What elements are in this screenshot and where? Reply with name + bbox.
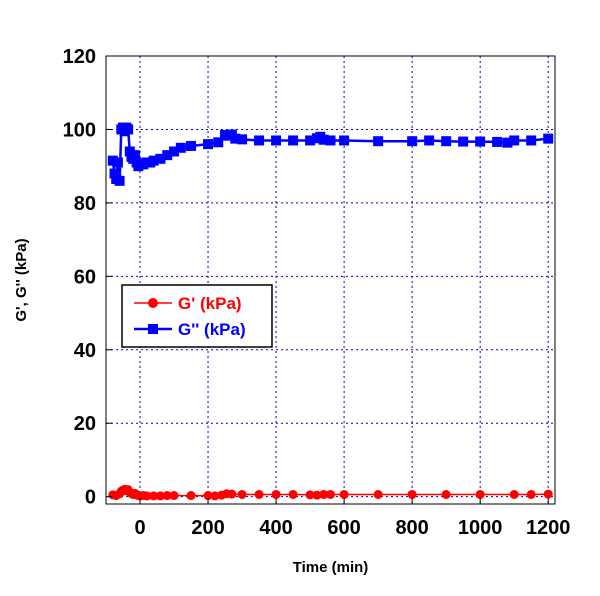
legend-swatch-marker (148, 324, 158, 334)
data-point (210, 491, 220, 501)
data-point (254, 489, 264, 499)
y-axis-title: G', G'' (kPa) (13, 238, 30, 321)
data-point (107, 155, 118, 166)
data-point (288, 489, 298, 499)
data-point (312, 490, 322, 500)
y-tick-labels: 0 20 40 60 80 100 120 (63, 46, 96, 509)
data-point (373, 489, 383, 499)
tick-marks (106, 55, 549, 504)
data-point (441, 136, 452, 147)
data-point (326, 489, 335, 499)
data-point (169, 491, 179, 501)
legend-label: G'' (kPa) (178, 320, 246, 339)
x-tick-label: 0 (134, 517, 145, 539)
data-point (407, 136, 418, 147)
data-point (288, 135, 299, 146)
data-point (123, 124, 134, 135)
legend-item-2: G'' (kPa) (134, 320, 246, 339)
data-point (227, 489, 237, 499)
data-point (254, 135, 265, 146)
data-point (230, 133, 241, 144)
series-2 (107, 122, 554, 186)
data-point (339, 489, 349, 499)
data-point (237, 134, 248, 145)
x-tick-label: 1200 (526, 517, 571, 539)
data-point (203, 139, 214, 150)
data-point (162, 491, 172, 501)
data-point (407, 489, 417, 499)
data-point (492, 136, 503, 147)
data-point (305, 135, 316, 146)
data-point (502, 137, 513, 148)
data-point (162, 150, 173, 161)
data-point (441, 489, 451, 499)
legend-item-1: G' (kPa) (134, 294, 242, 313)
data-point (155, 153, 166, 164)
data-point (213, 137, 224, 148)
x-tick-label: 200 (191, 517, 224, 539)
data-point (319, 489, 329, 499)
data-point (373, 136, 384, 147)
data-point (142, 491, 152, 501)
data-point (175, 142, 186, 153)
x-tick-labels: 0 200 400 600 800 1000 1200 (134, 517, 570, 539)
x-tick-label: 600 (327, 517, 360, 539)
data-point (325, 135, 336, 146)
x-tick-label: 1000 (458, 517, 503, 539)
y-tick-label: 100 (63, 119, 96, 141)
data-point (526, 135, 537, 146)
y-tick-label: 40 (74, 340, 96, 362)
data-point (155, 491, 165, 501)
legend-label: G' (kPa) (178, 294, 242, 313)
x-tick-label: 400 (259, 517, 292, 539)
data-point (186, 140, 197, 151)
y-tick-label: 120 (63, 46, 96, 68)
data-point (475, 489, 485, 499)
data-point (526, 489, 536, 499)
data-point (543, 133, 554, 144)
series-1 (108, 484, 553, 501)
y-tick-label: 20 (74, 413, 96, 435)
x-tick-label: 800 (395, 517, 428, 539)
series-layer (107, 122, 554, 501)
legend-swatch-marker (148, 298, 158, 308)
data-point (305, 490, 315, 500)
plot-frame (105, 55, 556, 505)
data-point (271, 135, 282, 146)
data-point (424, 135, 435, 146)
grid-lines (106, 55, 555, 504)
legend-items: G' (kPa) G'' (kPa) (134, 294, 246, 339)
legend-box (121, 284, 273, 348)
data-point (509, 135, 520, 146)
data-point (149, 491, 159, 501)
data-point (129, 150, 140, 161)
data-point (543, 489, 553, 499)
data-point (148, 155, 159, 166)
y-tick-label: 0 (85, 487, 96, 509)
data-point (186, 491, 196, 501)
data-point (112, 157, 123, 168)
data-point (237, 489, 247, 499)
data-point (339, 135, 350, 146)
y-tick-label: 60 (74, 266, 96, 288)
data-point (124, 146, 135, 157)
data-point (114, 175, 125, 186)
y-tick-label: 80 (74, 193, 96, 215)
data-point (109, 168, 120, 179)
x-axis-title: Time (min) (293, 559, 369, 576)
data-point (318, 134, 329, 145)
data-point (169, 146, 180, 157)
data-point (509, 489, 519, 499)
data-point (458, 136, 469, 147)
data-point (203, 491, 213, 501)
data-point (475, 136, 486, 147)
data-point (271, 489, 281, 499)
legend: G' (kPa) G'' (kPa) (121, 284, 273, 348)
